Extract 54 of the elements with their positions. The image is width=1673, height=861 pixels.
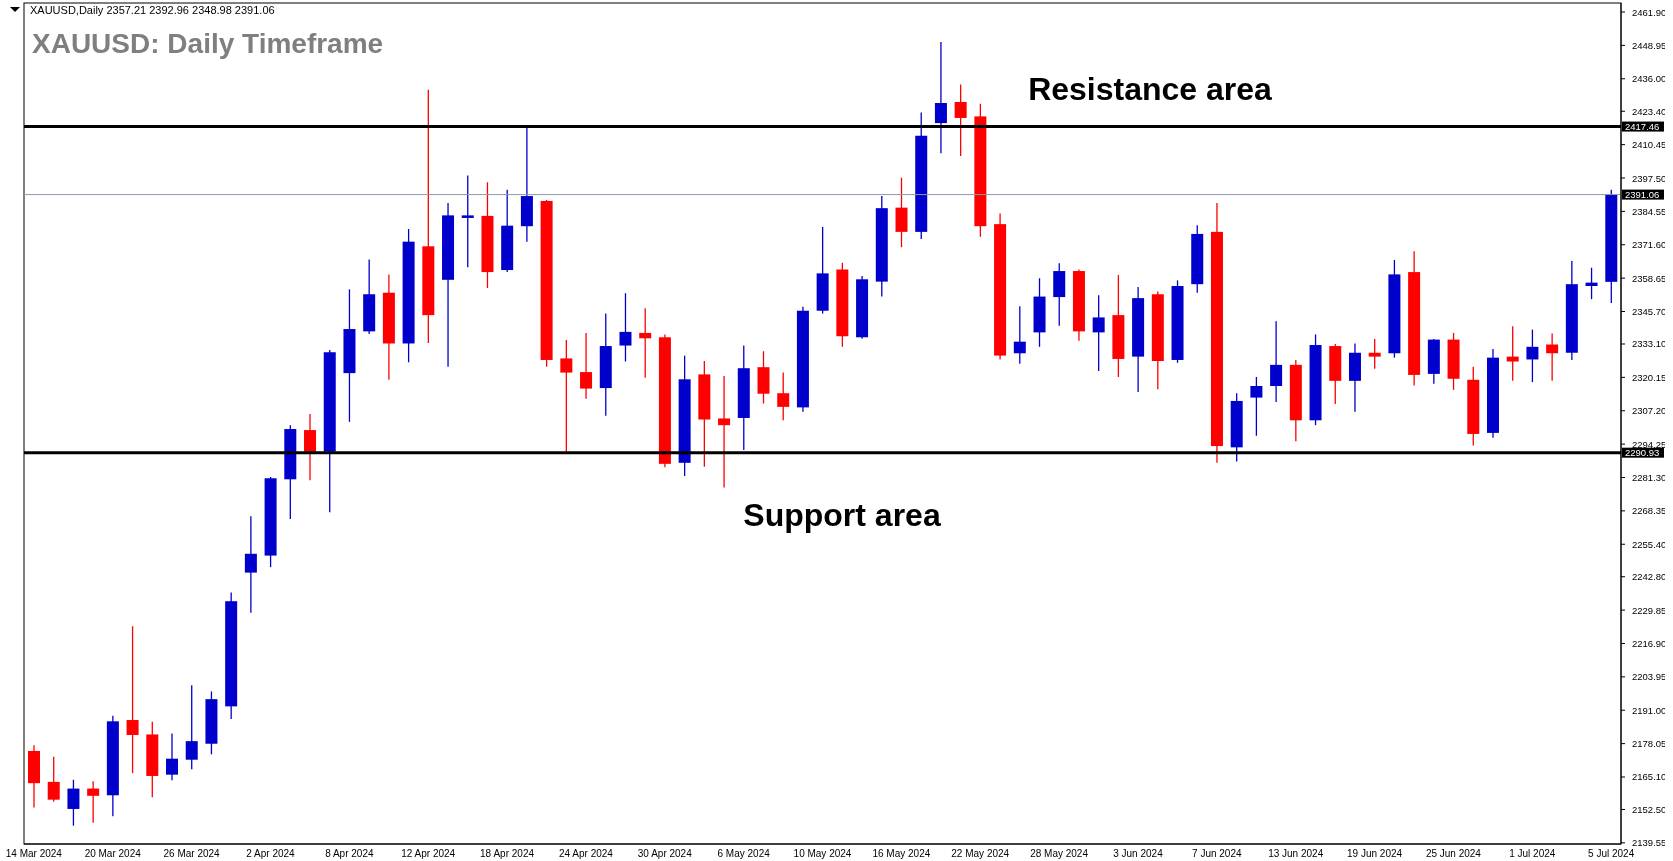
candlestick xyxy=(1270,320,1283,403)
x-tick-label: 18 Apr 2024 xyxy=(480,848,535,859)
candlestick xyxy=(560,339,573,453)
candlestick xyxy=(1092,294,1105,372)
x-tick-label: 12 Apr 2024 xyxy=(401,848,456,859)
x-tick-label: 24 Apr 2024 xyxy=(558,848,614,859)
candlestick xyxy=(1526,328,1539,383)
x-tick-label: 14 Mar 2024 xyxy=(5,848,63,859)
candlestick xyxy=(461,174,474,268)
x-tick-label: 22 May 2024 xyxy=(951,848,1010,859)
candlestick xyxy=(1506,325,1519,382)
candlestick xyxy=(185,684,198,770)
ref-line-label: 2391.06 xyxy=(1625,189,1660,201)
x-tick-label: 19 Jun 2024 xyxy=(1347,848,1403,859)
x-tick-label: 5 Jul 2024 xyxy=(1588,848,1635,859)
candlestick xyxy=(1585,267,1598,300)
x-tick-label: 30 Apr 2024 xyxy=(637,848,693,859)
candlestick xyxy=(580,332,593,400)
candlestick xyxy=(244,515,257,614)
candlestick xyxy=(934,41,947,154)
ref-line-label: 2417.46 xyxy=(1625,121,1660,133)
annotation: Support area xyxy=(743,497,941,533)
ref-line-label: 2290.93 xyxy=(1625,447,1660,459)
candlestick xyxy=(1368,338,1381,370)
x-tick-label: 25 Jun 2024 xyxy=(1425,848,1482,859)
annotation: Resistance area xyxy=(1028,71,1273,107)
x-tick-label: 7 Jun 2024 xyxy=(1192,848,1242,859)
candlestick xyxy=(777,371,790,421)
x-tick-label: 26 Mar 2024 xyxy=(163,848,221,859)
x-tick-label: 10 May 2024 xyxy=(793,848,852,859)
candlestick xyxy=(1546,332,1559,382)
candlestick xyxy=(47,755,60,803)
candlestick xyxy=(304,413,317,481)
x-tick-label: 13 Jun 2024 xyxy=(1268,848,1324,859)
x-tick-label: 6 May 2024 xyxy=(717,848,771,859)
x-tick-label: 28 May 2024 xyxy=(1030,848,1089,859)
candlestick xyxy=(718,375,731,489)
candlestick xyxy=(1250,376,1263,437)
annotation: XAUUSD,Daily 2357.21 2392.96 2348.98 2391.06 xyxy=(30,4,275,16)
x-tick-label: 20 Mar 2024 xyxy=(84,848,142,859)
candlestick xyxy=(87,780,100,824)
candlestick xyxy=(639,307,652,379)
candlestick xyxy=(67,779,80,827)
candlestick xyxy=(166,732,179,781)
candlestick xyxy=(1013,305,1026,365)
x-tick-label: 16 May 2024 xyxy=(872,848,931,859)
candlestick xyxy=(954,83,967,157)
candlestick xyxy=(619,292,632,363)
x-tick-label: 1 Jul 2024 xyxy=(1509,848,1556,859)
candlestick xyxy=(126,625,139,774)
x-tick-label: 2 Apr 2024 xyxy=(246,848,296,859)
x-tick-label: 8 Apr 2024 xyxy=(325,848,374,859)
x-tick-label: 3 Jun 2024 xyxy=(1113,848,1164,859)
text: XAUUSD: Daily Timeframe xyxy=(32,28,384,59)
